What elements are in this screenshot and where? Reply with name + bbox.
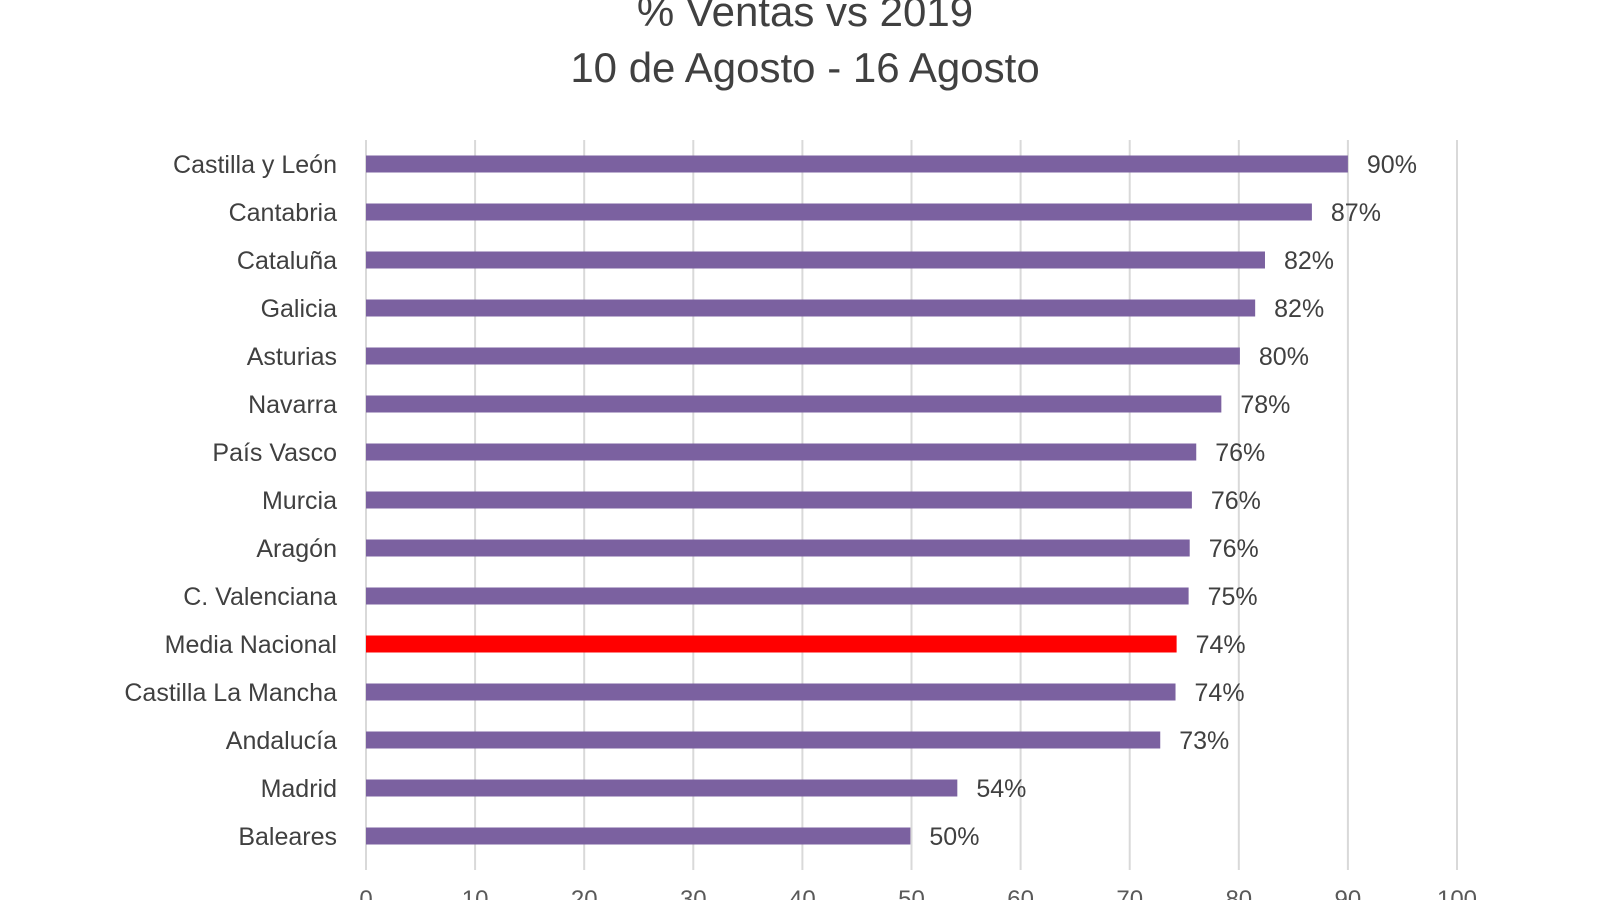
bar (366, 635, 1177, 653)
data-label: 76% (1215, 439, 1265, 467)
x-tick-label: 90 (1335, 886, 1362, 900)
data-label: 75% (1208, 583, 1258, 611)
category-label: Castilla y León (173, 151, 337, 179)
category-label: Galicia (261, 295, 338, 323)
bar (366, 299, 1256, 317)
x-tick-label: 60 (1007, 886, 1034, 900)
category-label: C. Valenciana (183, 583, 337, 611)
data-label: 80% (1259, 343, 1309, 371)
category-label: Aragón (256, 535, 337, 563)
category-label: Cataluña (237, 247, 337, 275)
data-label: 78% (1240, 391, 1290, 419)
bar (366, 683, 1176, 701)
chart-subtitle: 10 de Agosto - 16 Agosto (570, 44, 1040, 91)
category-label: Cantabria (229, 199, 337, 227)
data-label: 90% (1367, 151, 1417, 179)
category-label: País Vasco (212, 439, 337, 467)
x-tick-label: 70 (1116, 886, 1143, 900)
bar (366, 587, 1189, 605)
x-tick-label: 20 (571, 886, 598, 900)
x-tick-label: 30 (680, 886, 707, 900)
data-label: 76% (1211, 487, 1261, 515)
data-label: 87% (1331, 199, 1381, 227)
category-label: Media Nacional (165, 631, 337, 659)
bar (366, 251, 1265, 269)
category-label: Asturias (247, 343, 337, 371)
x-tick-label: 10 (462, 886, 489, 900)
x-tick-label: 100 (1437, 886, 1477, 900)
bar (366, 539, 1190, 557)
data-label: 54% (976, 775, 1026, 803)
x-tick-label: 0 (359, 886, 372, 900)
data-label: 73% (1179, 727, 1229, 755)
bar (366, 203, 1312, 221)
category-label: Castilla La Mancha (124, 679, 337, 707)
data-label: 82% (1274, 295, 1324, 323)
bar (366, 155, 1348, 173)
data-label: 74% (1196, 631, 1246, 659)
bar (366, 443, 1197, 461)
data-label: 82% (1284, 247, 1334, 275)
data-label: 76% (1209, 535, 1259, 563)
category-label: Andalucía (226, 727, 337, 755)
bar (366, 827, 911, 845)
category-label: Murcia (262, 487, 337, 515)
data-label: 74% (1195, 679, 1245, 707)
bar (366, 779, 958, 797)
category-label: Madrid (261, 775, 337, 803)
x-tick-label: 50 (898, 886, 925, 900)
bar (366, 491, 1192, 509)
bar (366, 395, 1222, 413)
category-label: Baleares (238, 823, 337, 851)
x-tick-label: 80 (1225, 886, 1252, 900)
bar (366, 347, 1240, 365)
data-label: 50% (929, 823, 979, 851)
bar (366, 731, 1161, 749)
chart-title: % Ventas vs 2019 (636, 0, 974, 35)
x-tick-label: 40 (789, 886, 816, 900)
category-label: Navarra (248, 391, 337, 419)
